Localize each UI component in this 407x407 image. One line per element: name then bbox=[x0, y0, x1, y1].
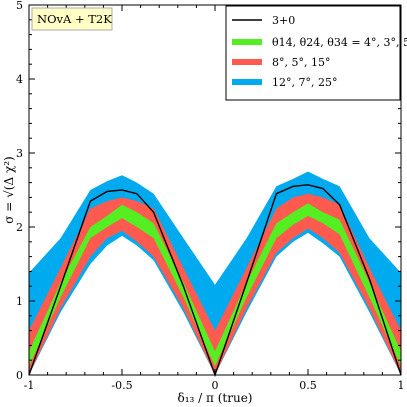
x-tick-label-4: 1 bbox=[398, 379, 405, 392]
experiment-tag: NOvA + T2K bbox=[31, 7, 113, 31]
legend-label-medium-angles: 8°, 5°, 15° bbox=[272, 56, 330, 69]
legend-label-small-angles: θ14, θ24, θ34 = 4°, 3°, 5° bbox=[272, 36, 407, 49]
x-tick-label-0: -1 bbox=[24, 379, 35, 392]
y-tick-label-0: 0 bbox=[16, 369, 23, 382]
x-axis-title: δ₁₃ / π (true) bbox=[178, 391, 253, 405]
legend-label-large-angles: 12°, 7°, 25° bbox=[272, 76, 337, 89]
y-tick-label-3: 3 bbox=[16, 147, 23, 160]
y-tick-label-2: 2 bbox=[16, 221, 23, 234]
y-tick-label-4: 4 bbox=[16, 73, 23, 86]
y-axis-title: σ = √(Δ χ²) bbox=[2, 156, 16, 223]
x-tick-label-1: -0.5 bbox=[111, 379, 132, 392]
experiment-tag-text: NOvA + T2K bbox=[37, 12, 112, 26]
experiment-tag-box bbox=[31, 7, 113, 31]
y-tick-label-5: 5 bbox=[16, 0, 23, 12]
y-tick-label-1: 1 bbox=[16, 295, 23, 308]
band-layer bbox=[29, 171, 401, 375]
legend-label-3plus0: 3+0 bbox=[272, 14, 295, 27]
x-tick-label-3: 0.5 bbox=[299, 379, 317, 392]
band-2 bbox=[29, 193, 401, 375]
x-tick-label-2: 0 bbox=[212, 379, 219, 392]
legend: 3+0 θ14, θ24, θ34 = 4°, 3°, 5° 8°, 5°, 1… bbox=[225, 5, 407, 101]
